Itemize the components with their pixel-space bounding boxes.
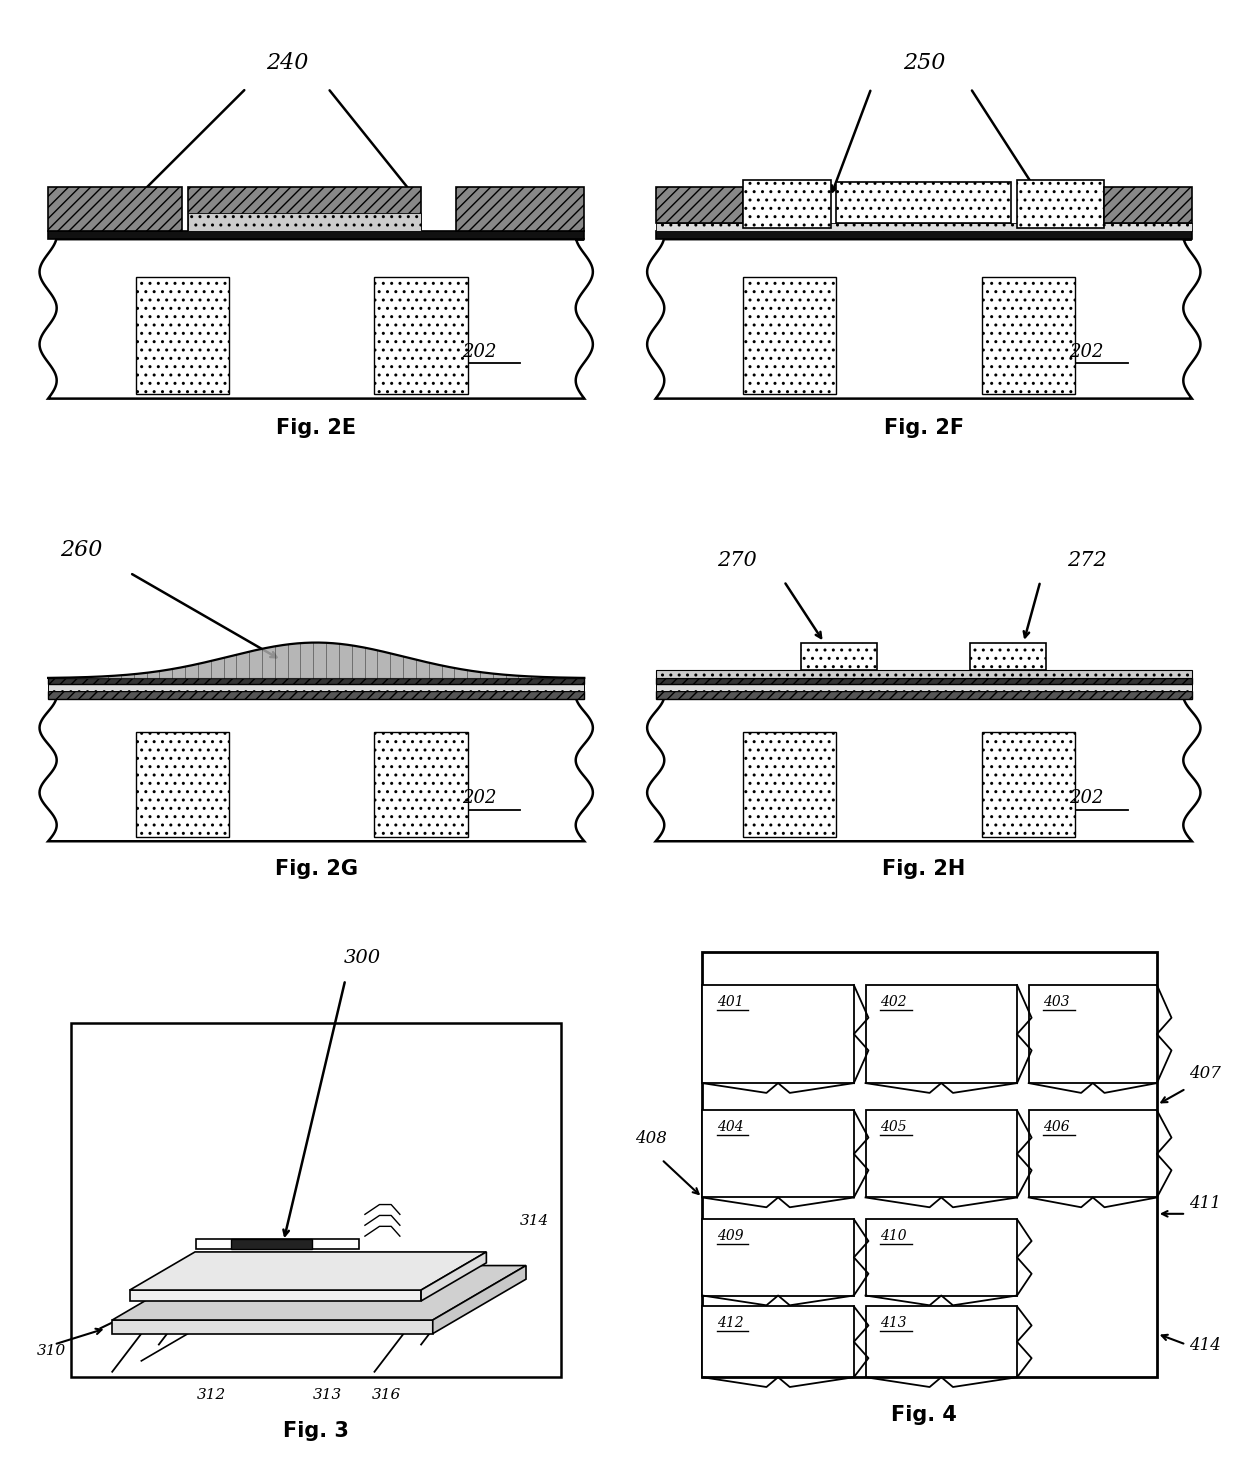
Bar	[374, 277, 467, 394]
Bar	[743, 732, 836, 838]
Bar	[196, 1239, 360, 1250]
Text: 402: 402	[880, 995, 906, 1008]
Text: 250: 250	[903, 53, 945, 74]
Polygon shape	[130, 1251, 486, 1289]
Text: 403: 403	[1043, 995, 1070, 1008]
Text: 202: 202	[1069, 343, 1104, 361]
Text: 270: 270	[718, 552, 758, 571]
Bar	[702, 1219, 854, 1295]
Text: 240: 240	[265, 53, 309, 74]
Bar	[656, 684, 1192, 690]
Bar	[656, 224, 1192, 231]
Text: 316: 316	[372, 1388, 401, 1401]
Bar	[866, 1307, 1017, 1378]
Text: 404: 404	[717, 1120, 744, 1133]
Bar	[702, 952, 1157, 1378]
Bar	[702, 1307, 854, 1378]
Text: 202: 202	[463, 343, 496, 361]
Text: 406: 406	[1043, 1120, 1070, 1133]
Bar	[656, 187, 743, 224]
Text: Fig. 2G: Fig. 2G	[275, 858, 357, 879]
Bar	[866, 985, 1017, 1083]
Bar	[231, 1239, 312, 1250]
Text: 310: 310	[36, 1344, 66, 1359]
Text: 413: 413	[880, 1316, 906, 1331]
Text: Fig. 2H: Fig. 2H	[882, 858, 966, 879]
Polygon shape	[113, 1266, 526, 1320]
Bar	[1029, 985, 1157, 1083]
Text: 408: 408	[635, 1130, 667, 1147]
Bar	[866, 1110, 1017, 1198]
Polygon shape	[422, 1251, 486, 1301]
Bar	[1029, 1110, 1157, 1198]
Bar	[48, 684, 584, 690]
Bar	[48, 231, 584, 240]
Bar	[656, 690, 1192, 699]
Polygon shape	[647, 240, 1200, 399]
Text: 411: 411	[1189, 1195, 1221, 1213]
Text: 202: 202	[463, 789, 496, 808]
Bar	[48, 690, 584, 699]
Bar	[743, 180, 831, 228]
Text: 202: 202	[1069, 789, 1104, 808]
Bar	[866, 1219, 1017, 1295]
Bar	[743, 277, 836, 394]
Bar	[836, 183, 1012, 224]
Bar	[982, 277, 1075, 394]
Text: 407: 407	[1189, 1064, 1221, 1082]
Text: 414: 414	[1189, 1337, 1221, 1354]
Bar	[656, 231, 1192, 240]
Bar	[48, 187, 182, 231]
Text: Fig. 3: Fig. 3	[283, 1420, 350, 1441]
Text: 412: 412	[717, 1316, 744, 1331]
Polygon shape	[48, 643, 584, 679]
Text: 410: 410	[880, 1229, 906, 1242]
Text: 314: 314	[521, 1214, 549, 1228]
Bar	[656, 679, 1192, 684]
Polygon shape	[433, 1266, 526, 1334]
Bar	[801, 643, 877, 670]
Bar	[188, 213, 422, 231]
Bar	[702, 985, 854, 1083]
Text: 312: 312	[197, 1388, 226, 1401]
Bar	[188, 187, 422, 231]
Text: 300: 300	[345, 949, 382, 967]
Text: Fig. 2F: Fig. 2F	[884, 418, 963, 439]
Bar	[113, 1320, 433, 1334]
Text: Fig. 2E: Fig. 2E	[277, 418, 356, 439]
Polygon shape	[647, 699, 1200, 841]
Bar	[48, 679, 584, 684]
Polygon shape	[40, 240, 593, 399]
Bar	[374, 732, 467, 838]
Bar	[135, 732, 229, 838]
Bar	[702, 1110, 854, 1198]
Polygon shape	[40, 699, 593, 841]
Bar	[982, 732, 1075, 838]
Text: 260: 260	[60, 539, 102, 561]
Text: 401: 401	[717, 995, 744, 1008]
Text: 313: 313	[314, 1388, 342, 1401]
Bar	[456, 187, 584, 231]
Bar	[135, 277, 229, 394]
Bar	[1017, 180, 1105, 228]
Bar	[72, 1023, 560, 1378]
Text: 272: 272	[1068, 552, 1107, 571]
Bar	[1105, 187, 1192, 224]
Bar	[656, 670, 1192, 679]
Bar	[130, 1289, 422, 1301]
Text: 405: 405	[880, 1120, 906, 1133]
Bar	[971, 643, 1047, 670]
Text: Fig. 4: Fig. 4	[890, 1404, 957, 1425]
Text: 409: 409	[717, 1229, 744, 1242]
